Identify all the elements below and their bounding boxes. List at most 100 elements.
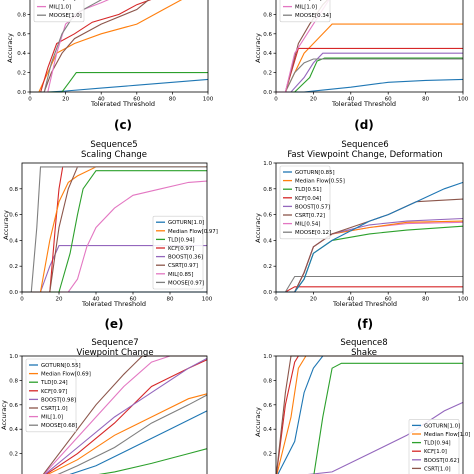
panel-h-legend-label-goturn: GOTURN[1.0] [424, 423, 460, 429]
panel-c-ytick-label: 0.8 [17, 12, 26, 18]
panel-f-legend-label-csrt: CSRT[0.72] [295, 213, 325, 219]
panel-seq8: Sequence8 Shake 1.00.80.60.40.20.0GOTURN… [254, 338, 470, 474]
panel-e-xtick-label: 80 [167, 297, 174, 303]
panel-f-plot-area: 0 20 40 60 80 100 0.0 0.2 0.4 0.6 0.8 1.0 GOTURN[0.8… [263, 161, 468, 303]
panel-f-xtick-label: 100 [458, 297, 469, 303]
panel-d-label: (d) [354, 118, 374, 132]
panel-g-series-mil [43, 355, 207, 474]
panel-c-legend-label-moose: MOOSE[1.0] [49, 13, 82, 19]
panel-h-ytick-label: 0.8 [263, 378, 272, 384]
panel-seq8-ylabel: Accuracy [254, 407, 262, 437]
panel-d-legend-label-moose: MOOSE[0.34] [295, 13, 331, 19]
panel-g-ytick-label: 0.6 [9, 403, 18, 409]
panel-d-legend-box [279, 0, 331, 23]
panel-g-legend-label-mil: MIL[1.0] [41, 415, 63, 421]
panel-seq8-subtitle: Shake [351, 348, 377, 358]
panel-f-xtick-label: 40 [347, 297, 354, 303]
panel-e-frame [21, 162, 208, 293]
panel-e-legend-label-csrt: CSRT[0.97] [168, 263, 198, 269]
panel-h-legend-label-tld: TLD[0.94] [423, 441, 451, 447]
panel-f-legend-label-moose: MOOSE[0.12] [295, 230, 331, 236]
panel-c-ytick-label: 0.6 [17, 32, 26, 38]
panel-h-legend-box [408, 419, 460, 474]
panel-e-series-median-flow [22, 166, 207, 293]
panel-c: 0 20 40 60 80 100 0.0 0.2 0.4 0.6 0.8 CSRT[1.0] MIL[… [6, 0, 214, 132]
panel-g-ytick-label: 1.0 [9, 354, 18, 360]
panel-f-xtick-label: 80 [422, 297, 429, 303]
panel-f: Sequence6 Fast Viewpoint Change, Deforma… [254, 140, 469, 331]
panel-c-xtick-label: 40 [98, 97, 105, 103]
panel-c-ytick-label: 0.4 [17, 51, 26, 57]
panel-d-legend-label-csrt: CSRT[1.0] [295, 0, 322, 2]
panel-c-xtick-label: 100 [203, 97, 214, 103]
panel-d-series-goturn [276, 78, 464, 93]
panel-c-series-goturn [30, 78, 209, 93]
panel-h-legend-label-median-flow: Median Flow[1.0] [424, 432, 470, 438]
panel-e-legend-label-tld: TLD[0.94] [167, 237, 195, 243]
panel-e-xtick-label: 60 [130, 297, 137, 303]
panel-e-plot-area: 0 20 40 60 80 100 0.0 0.2 0.4 0.6 0.8 GOTURN[1.0] Me… [9, 162, 218, 303]
panel-e-series-mil [22, 180, 208, 293]
panel-d-xtick-label: 40 [347, 97, 354, 103]
panel-e-label: (e) [104, 317, 123, 331]
panel-e-xtick-label: 0 [20, 297, 24, 303]
panel-e-legend-label-kcf: KCF[0.97] [168, 246, 194, 252]
panel-g-legend-label-median-flow: Median Flow[0.69] [41, 372, 91, 378]
panel-h-ytick-label: 1.0 [263, 354, 272, 360]
panel-c-xtick-label: 60 [133, 97, 140, 103]
panel-d-ytick-label: 0.6 [263, 32, 272, 38]
panel-c-series-kcf [30, 0, 152, 93]
panel-f-xtick-label: 60 [385, 297, 392, 303]
panel-e-legend-label-median-flow: Median Flow[0.97] [168, 229, 218, 235]
panel-d-legend: CSRT[1.0] MIL[1.0] MOOSE[0.34] [279, 0, 331, 23]
panel-f-legend-label-median-flow: Median Flow[0.55] [295, 179, 345, 185]
panel-e-ytick-label: 0.0 [9, 290, 18, 296]
panel-f-xtick-label: 0 [274, 297, 278, 303]
panel-g-legend: GOTURN[0.55] Median Flow[0.69] TLD[0.24] KC… [25, 358, 91, 433]
panel-c-legend-label-mil: MIL[1.0] [49, 5, 71, 11]
panel-f-legend-label-mil: MIL[0.54] [295, 222, 320, 228]
panel-f-subtitle: Fast Viewpoint Change, Deformation [287, 150, 442, 160]
panel-g-legend-label-tld: TLD[0.24] [40, 380, 68, 386]
panel-d-plot-area: 0 20 40 60 80 100 0.0 0.2 0.4 0.6 0.8 CSRT[1.0] MIL[… [263, 0, 469, 103]
panel-c-legend: CSRT[1.0] MIL[1.0] MOOSE[1.0] [33, 0, 85, 23]
panel-h-legend-label-kcf: KCF[1.0] [424, 449, 447, 455]
panel-c-series-moose [30, 0, 103, 93]
panel-e-legend-box [152, 215, 204, 290]
panel-d-frame [275, 0, 464, 93]
panel-seq7-ylabel: Accuracy [0, 400, 8, 430]
panel-f-legend-label-kcf: KCF[0.04] [295, 196, 321, 202]
panel-f-ytick-label: 0.8 [263, 187, 272, 193]
panel-d-xlabel: Tolerated Threshold [331, 100, 396, 108]
panel-f-ytick-label: 0.4 [263, 238, 272, 244]
panel-c-ylabel: Accuracy [6, 33, 14, 63]
panel-g-legend-label-moose: MOOSE[0.68] [41, 423, 77, 429]
panel-f-legend-label-boost: BOOST[0.57] [295, 204, 330, 210]
panel-d-ylabel: Accuracy [254, 33, 262, 63]
panel-c-plot-area: 0 20 40 60 80 100 0.0 0.2 0.4 0.6 0.8 CSRT[1.0] MIL[… [17, 0, 214, 103]
panel-f-legend-label-tld: TLD[0.51] [294, 187, 322, 193]
panel-c-series-csrt [30, 0, 150, 93]
panel-seq7-plot-area: 1.0 0.8 0.6 0.4 0.2 GOTURN[0.55] Median Flow[0… [9, 354, 208, 474]
panel-d-ytick-label: 0.2 [263, 71, 272, 77]
panel-f-series-goturn [276, 181, 464, 293]
panel-g-series-median-flow [47, 393, 208, 474]
panel-g-legend-label-kcf: KCF[0.97] [41, 389, 67, 395]
panel-c-xtick-label: 80 [169, 97, 176, 103]
panel-d-ytick-label: 0.0 [263, 90, 272, 96]
panel-f-series-kcf [276, 286, 463, 293]
panel-g-legend-label-boost: BOOST[0.98] [41, 397, 76, 403]
panel-seq7-subtitle: Viewpoint Change [76, 348, 153, 358]
panel-e-legend-label-mil: MIL[0.85] [168, 272, 193, 278]
panel-e-subtitle: Scaling Change [81, 150, 147, 160]
panel-c-xtick-label: 20 [62, 97, 69, 103]
panel-e-legend-label-boost: BOOST[0.36] [168, 255, 203, 261]
panel-e-ytick-label: 0.2 [9, 264, 18, 270]
panel-g-legend-box [25, 358, 77, 433]
panel-e-title: Sequence5 [90, 140, 137, 150]
panel-f-ylabel: Accuracy [254, 213, 262, 243]
panel-f-label: (f) [357, 317, 373, 331]
panel-seq7: Sequence7 Viewpoint Change 1.0 0.8 0.6 0.4 0… [0, 338, 208, 474]
